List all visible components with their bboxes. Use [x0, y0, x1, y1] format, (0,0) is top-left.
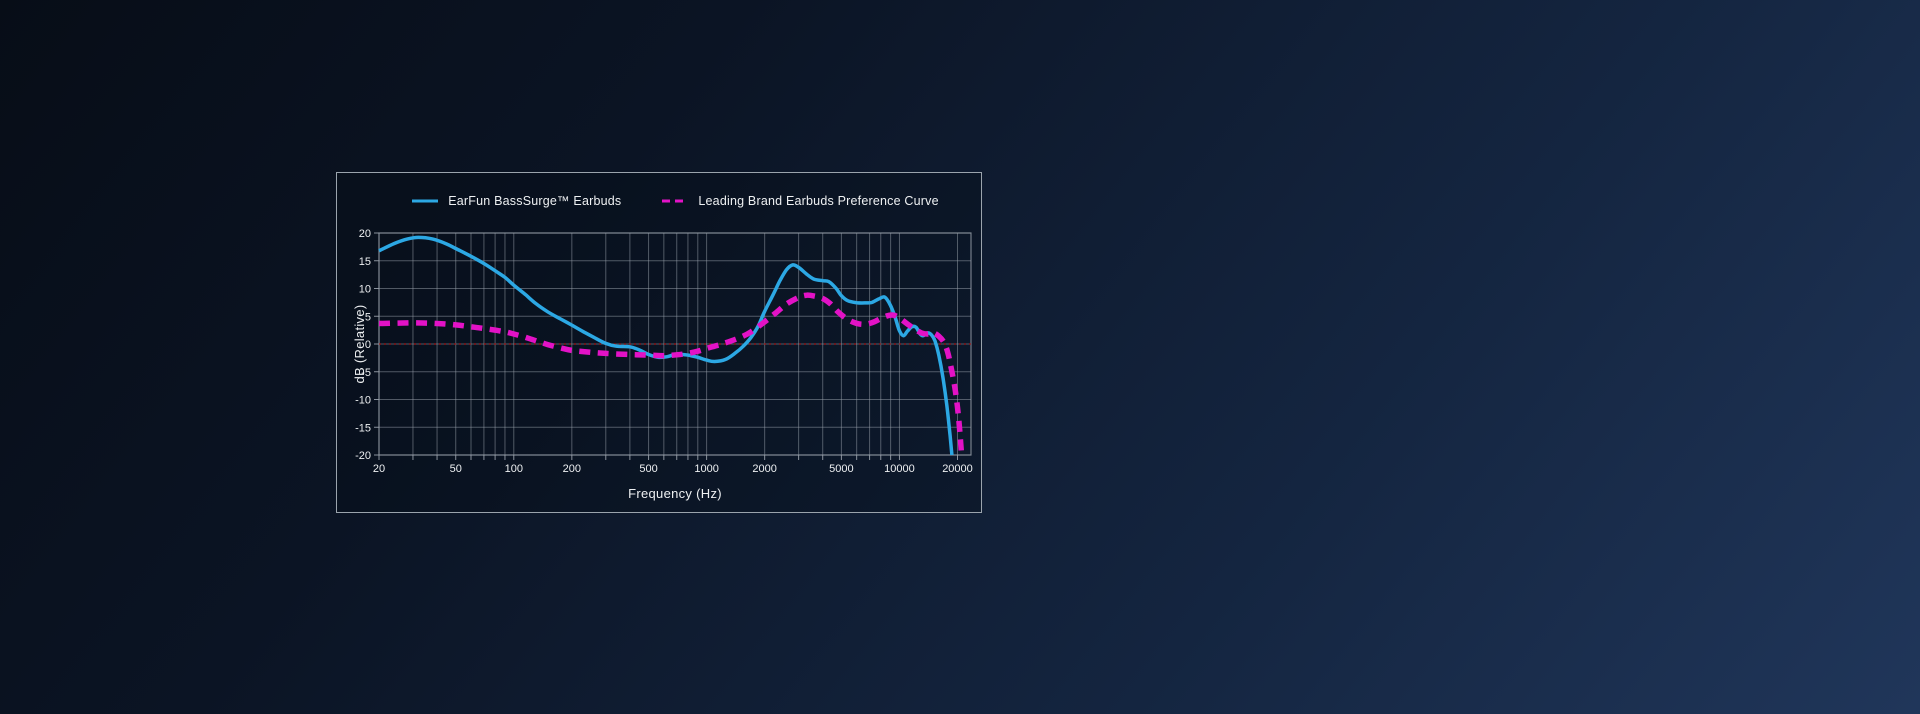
svg-text:10: 10 [359, 284, 371, 296]
gridlines [374, 232, 972, 460]
legend-line-swatch-icon [662, 199, 689, 203]
x-tick-labels: 20 50 100 200 500 1000 2000 5000 10000 20000 [373, 463, 973, 475]
x-axis-title: Frequency (Hz) [628, 486, 722, 501]
series-path-leading-brand [378, 292, 965, 456]
svg-text:50: 50 [450, 463, 462, 475]
svg-text:0: 0 [365, 339, 371, 351]
chart-legend: EarFun BassSurge™ Earbuds Leading Brand E… [379, 194, 971, 208]
legend-item-leading-brand: Leading Brand Earbuds Preference Curve [661, 194, 939, 208]
svg-text:10000: 10000 [884, 463, 915, 475]
svg-text:1000: 1000 [694, 463, 718, 475]
series-path-earfun [378, 235, 954, 456]
legend-label: EarFun BassSurge™ Earbuds [448, 194, 622, 208]
y-axis-title: dB (Relative) [352, 304, 367, 384]
svg-text:100: 100 [505, 463, 523, 475]
svg-text:5: 5 [365, 311, 371, 323]
svg-text:-20: -20 [355, 450, 371, 462]
svg-text:20: 20 [359, 228, 371, 240]
svg-text:-5: -5 [361, 367, 371, 379]
svg-text:15: 15 [359, 256, 371, 268]
chart-panel: EarFun BassSurge™ Earbuds Leading Brand E… [336, 172, 982, 513]
svg-text:-10: -10 [355, 395, 371, 407]
frequency-response-chart: 20 50 100 200 500 1000 2000 5000 10000 2000020151… [355, 228, 973, 475]
legend-item-earfun: EarFun BassSurge™ Earbuds [411, 194, 621, 208]
svg-text:500: 500 [639, 463, 657, 475]
legend-line-swatch-icon [412, 199, 439, 203]
svg-text:2000: 2000 [752, 463, 776, 475]
svg-text:-15: -15 [355, 422, 371, 434]
y-tick-labels: 20 15 10 5 0 -5 -10 -15 -20 [355, 228, 371, 462]
legend-label: Leading Brand Earbuds Preference Curve [698, 194, 939, 208]
svg-text:5000: 5000 [829, 463, 853, 475]
svg-text:20000: 20000 [942, 463, 973, 475]
svg-text:20: 20 [373, 463, 385, 475]
svg-text:200: 200 [563, 463, 581, 475]
